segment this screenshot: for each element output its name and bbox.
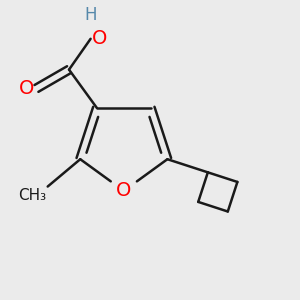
Text: O: O <box>116 182 131 200</box>
Text: H: H <box>84 6 97 24</box>
Text: O: O <box>18 79 34 98</box>
Text: O: O <box>92 29 108 48</box>
Text: CH₃: CH₃ <box>18 188 46 203</box>
